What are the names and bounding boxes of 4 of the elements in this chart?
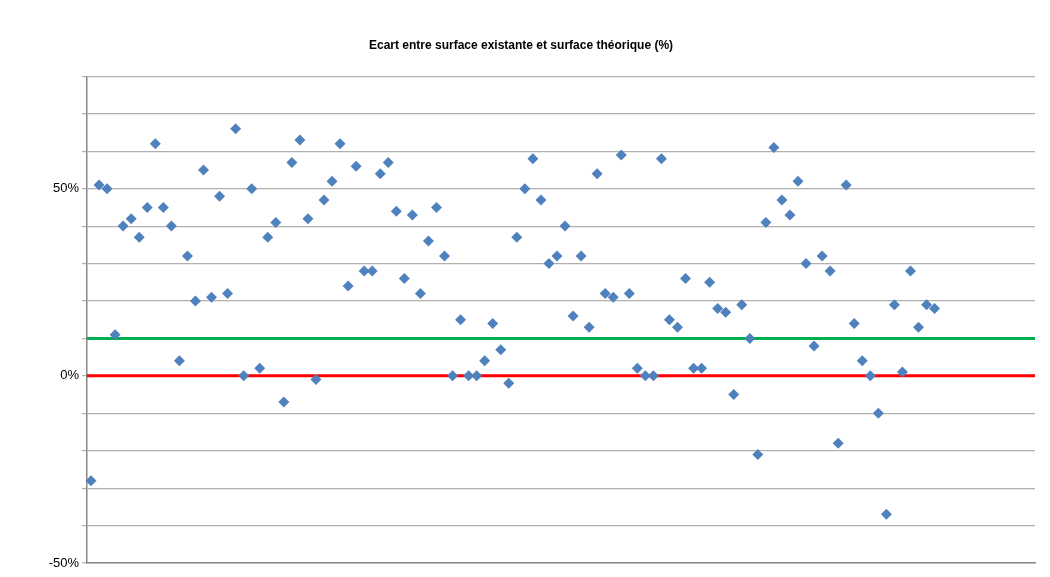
- y-tick-label: -50%: [48, 554, 80, 570]
- y-tick-label: 50%: [52, 180, 80, 196]
- chart-title: Ecart entre surface existante et surface théorique (%): [368, 37, 674, 52]
- y-tick-label: 0%: [60, 367, 80, 383]
